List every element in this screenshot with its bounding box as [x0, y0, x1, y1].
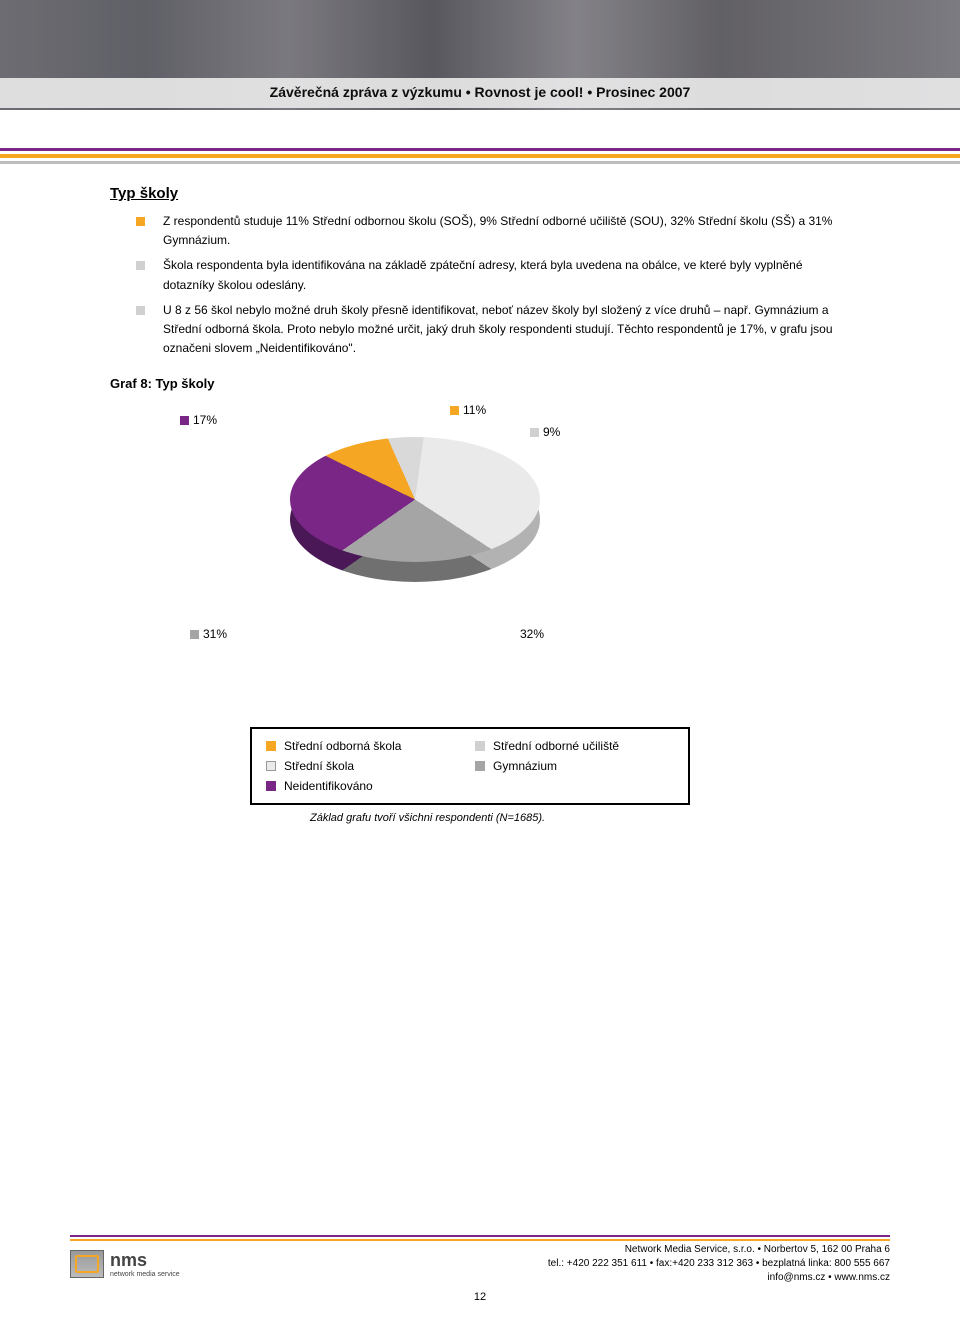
legend-label: Střední odborné učiliště — [493, 739, 619, 753]
legend-label: Střední škola — [284, 759, 354, 773]
chart-legend: Střední odborná škola Střední odborné uč… — [250, 727, 690, 805]
bullet-item: Škola respondenta byla identifikována na… — [110, 256, 850, 294]
chart-label-text: 17% — [193, 413, 217, 427]
content: Typ školy Z respondentů studuje 11% Stře… — [110, 185, 850, 757]
chart-label-31: 31% — [190, 627, 227, 641]
footer-logo-sub: network media service — [110, 1271, 180, 1278]
bullet-list: Z respondentů studuje 11% Střední odborn… — [110, 212, 850, 358]
legend-item: Střední odborná škola — [266, 739, 465, 753]
legend-swatch-icon — [266, 761, 276, 771]
pie-top — [290, 437, 540, 562]
footer-rule — [70, 1235, 890, 1237]
footer: nms network media service Network Media … — [0, 1235, 960, 1285]
chart-title: Graf 8: Typ školy — [110, 376, 850, 391]
page-number: 12 — [474, 1291, 486, 1303]
legend-swatch-icon — [266, 781, 276, 791]
chart-label-text: 11% — [463, 403, 486, 417]
legend-label: Střední odborná škola — [284, 739, 401, 753]
footer-logo: nms network media service — [70, 1243, 180, 1285]
legend-swatchవatch-icon — [475, 741, 485, 751]
chart-swatch-icon — [450, 406, 459, 415]
legend-swatch-icon — [475, 761, 485, 771]
header-stripes — [0, 148, 960, 166]
bullet-text: U 8 z 56 škol nebylo možné druh školy př… — [163, 301, 850, 359]
section-title: Typ školy — [110, 185, 850, 202]
footer-line1: Network Media Service, s.r.o. • Norberto… — [548, 1243, 890, 1257]
legend-swatch-icon — [266, 741, 276, 751]
bullet-icon — [136, 217, 145, 226]
chart-swatch-icon — [530, 428, 539, 437]
pie-body — [290, 437, 590, 737]
bullet-icon — [136, 261, 145, 270]
legend-label: Neidentifikováno — [284, 779, 373, 793]
legend-item: Střední škola — [266, 759, 465, 773]
chart-label-17: 17% — [180, 413, 217, 427]
chart-swatch-icon — [180, 416, 189, 425]
bullet-item: U 8 z 56 škol nebylo možné druh školy př… — [110, 301, 850, 359]
chart-label-11: 11% — [450, 403, 486, 417]
chart-label-text: 31% — [203, 627, 227, 641]
footer-line2: tel.: +420 222 351 611 • fax:+420 233 31… — [548, 1257, 890, 1271]
header-title: Závěrečná zpráva z výzkumu • Rovnost je … — [270, 84, 691, 100]
header-photo: Závěrečná zpráva z výzkumu • Rovnost je … — [0, 0, 960, 110]
bullet-icon — [136, 306, 145, 315]
bullet-item: Z respondentů studuje 11% Střední odborn… — [110, 212, 850, 250]
bullet-text: Škola respondenta byla identifikována na… — [163, 256, 850, 294]
footer-line3: info@nms.cz • www.nms.cz — [548, 1271, 890, 1285]
chart-swatch-icon — [190, 630, 199, 639]
legend-item: Střední odborné učiliště — [475, 739, 674, 753]
legend-item: Neidentifikováno — [266, 779, 465, 793]
pie-chart: 17% 11% 9% 32% 31% — [150, 397, 770, 757]
legend-item: Gymnázium — [475, 759, 674, 773]
chart-caption: Základ grafu tvoří všichni respondenti (… — [310, 812, 545, 824]
footer-logo-text: nms — [110, 1250, 180, 1271]
legend-label: Gymnázium — [493, 759, 557, 773]
footer-logo-icon — [70, 1250, 104, 1278]
footer-info: Network Media Service, s.r.o. • Norberto… — [548, 1243, 890, 1285]
footer-rule — [70, 1239, 890, 1241]
bullet-text: Z respondentů studuje 11% Střední odborn… — [163, 212, 850, 250]
